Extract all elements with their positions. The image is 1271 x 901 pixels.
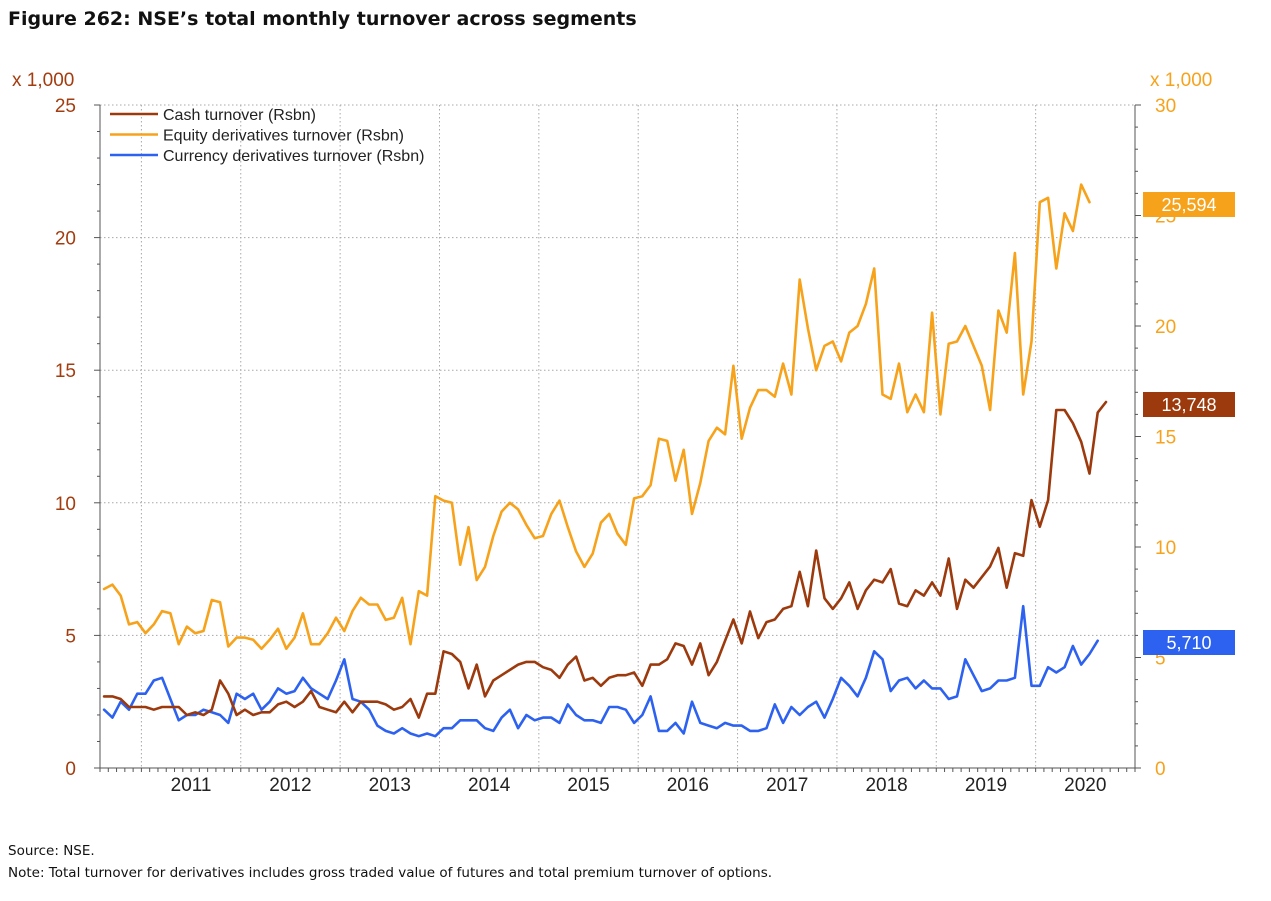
left-axis-tick-label: 20 [55,229,76,250]
x-axis-tick-label: 2020 [1064,775,1106,796]
left-axis-multiplier: x 1,000 [12,70,74,91]
x-axis-tick-label: 2018 [865,775,907,796]
end-label-box-cash [1143,392,1235,417]
source-note: Source: NSE. [8,843,95,859]
footnote: Note: Total turnover for derivatives inc… [8,865,773,881]
x-axis-tick-label: 2019 [965,775,1007,796]
currency-series-line [102,604,1099,738]
x-axis-tick-label: 2012 [269,775,311,796]
right-axis-tick-label: 0 [1155,759,1166,780]
end-label-box-equity [1143,192,1235,217]
left-axis-tick-label: 25 [55,96,76,117]
grid-lines [100,104,1136,768]
end-label-cash: 13,748 [1161,395,1216,415]
x-axis-tick-label: 2014 [468,775,511,796]
x-axis-tick-label: 2017 [766,775,808,796]
x-axis-tick-label: 2013 [369,775,411,796]
left-axis-tick-label: 0 [65,759,76,780]
x-axis-tick-label: 2011 [171,775,212,796]
right-axis-multiplier: x 1,000 [1150,70,1212,91]
cash-series-line [102,400,1108,719]
left-axis-tick-label: 5 [65,626,76,647]
series-end-labels: 13,748 25,594 5,710 [1143,192,1235,655]
series-lines [102,183,1108,738]
end-label-box-currency [1143,630,1235,655]
left-axis-tick-label: 15 [55,361,76,382]
x-axis: 2011 2012 2013 2014 2015 2016 2017 2018 2019 2020 [99,767,1136,796]
right-axis-tick-label: 30 [1155,96,1176,117]
right-axis-tick-label: 15 [1155,428,1176,449]
legend-label-equity: Equity derivatives turnover (Rsbn) [163,128,404,145]
legend-label-currency: Currency derivatives turnover (Rsbn) [163,148,424,165]
right-axis-tick-label: 5 [1155,649,1166,670]
right-y-axis: 051015202530x 1,000 [1134,70,1212,780]
end-label-currency: 5,710 [1166,633,1211,653]
legend: Cash turnover (Rsbn) Equity derivatives t… [110,107,424,165]
left-y-axis: 0 5 10 15 20 25 x 1,000 [12,70,101,780]
legend-label-cash: Cash turnover (Rsbn) [163,107,316,124]
equity-series-line [102,183,1091,651]
x-axis-tick-label: 2015 [567,775,609,796]
right-axis-tick-label: 10 [1155,538,1176,559]
x-axis-tick-label: 2016 [667,775,709,796]
end-label-equity: 25,594 [1161,195,1216,215]
left-axis-tick-label: 10 [55,494,76,515]
right-axis-tick-label: 20 [1155,317,1176,338]
figure-title: Figure 262: NSE’s total monthly turnover… [8,8,637,30]
